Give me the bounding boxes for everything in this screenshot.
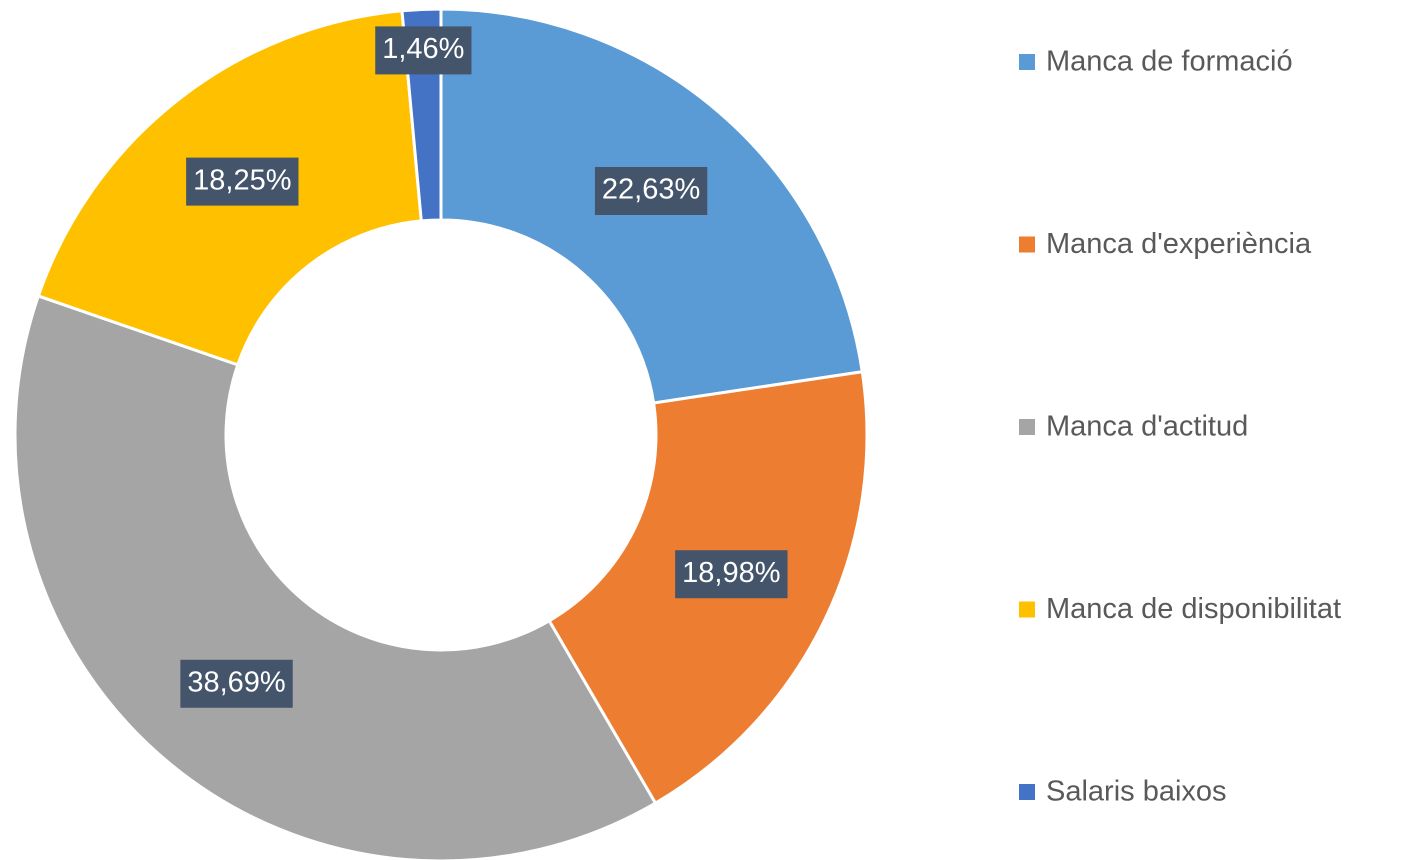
data-label-box: [186, 157, 299, 206]
legend-label: Manca d'experiència: [1046, 228, 1312, 260]
legend-swatch: [1019, 54, 1035, 70]
legend-label: Salaris baixos: [1046, 776, 1227, 808]
data-label-box: [675, 550, 788, 599]
legend-label: Manca de disponibilitat: [1046, 593, 1341, 625]
legend-swatch: [1019, 601, 1035, 618]
legend-swatch: [1019, 784, 1035, 800]
legend-label: Manca d'actitud: [1046, 411, 1248, 443]
legend-label: Manca de formació: [1046, 46, 1293, 78]
data-label: 18,98%: [682, 557, 780, 589]
legend-swatch: [1019, 419, 1035, 435]
data-label: 38,69%: [187, 666, 285, 698]
data-label: 1,46%: [382, 33, 464, 65]
data-label-box: [594, 166, 708, 215]
slice: [13, 294, 658, 860]
data-label: 22,63%: [602, 174, 700, 206]
data-label-box: [375, 26, 472, 75]
legend-swatch: [1019, 236, 1035, 253]
data-label-box: [180, 659, 293, 708]
data-label: 18,25%: [193, 164, 291, 196]
